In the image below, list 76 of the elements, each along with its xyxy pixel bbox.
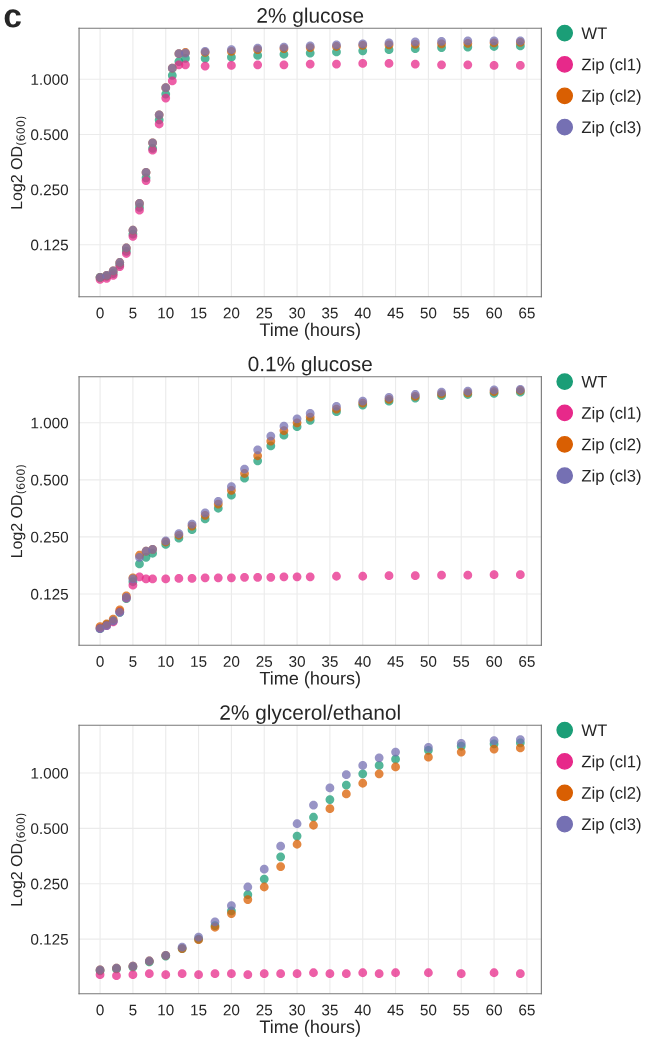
x-tick-label: 60 bbox=[486, 656, 502, 667]
x-tick-label: 35 bbox=[322, 656, 338, 667]
chart-title: 2% glucose bbox=[257, 7, 364, 27]
x-tick-label: 45 bbox=[387, 307, 404, 319]
y-axis-title: Log2 OD$_{(600)}$ bbox=[10, 116, 27, 209]
y-tick-label: 0.250 bbox=[31, 531, 69, 543]
legend-label: WT bbox=[581, 724, 607, 736]
x-tick-label: 0 bbox=[96, 1004, 104, 1016]
x-tick-label: 30 bbox=[289, 307, 305, 319]
legend-label: Zip (cl1) bbox=[581, 58, 641, 74]
x-tick-label: 15 bbox=[191, 1004, 207, 1016]
y-axis-title: Log2 OD$_{(600)}$ bbox=[10, 813, 27, 906]
x-tick-label: 40 bbox=[354, 307, 371, 319]
x-tick-label: 60 bbox=[486, 1004, 502, 1016]
x-tick-label: 10 bbox=[158, 656, 174, 667]
x-tick-label: 30 bbox=[289, 656, 305, 667]
legend-label: WT bbox=[581, 27, 607, 39]
text: c bbox=[4, 9, 21, 28]
chart-title: 0.1% glucose bbox=[248, 356, 372, 376]
x-tick-label: 50 bbox=[420, 656, 437, 667]
x-tick-label: 45 bbox=[387, 656, 404, 667]
x-tick-label: 55 bbox=[453, 307, 470, 319]
x-tick-label: 45 bbox=[387, 1004, 404, 1016]
x-tick-label: 55 bbox=[453, 656, 470, 667]
chart-title: 2% glycerol/ethanol bbox=[220, 704, 400, 724]
x-tick-label: 40 bbox=[354, 656, 371, 667]
x-tick-label: 35 bbox=[322, 1004, 338, 1016]
legend-label: Zip (cl1) bbox=[581, 755, 641, 771]
x-tick-label: 10 bbox=[158, 307, 174, 319]
x-tick-label: 20 bbox=[223, 307, 240, 319]
x-axis-title: Time (hours) bbox=[259, 1019, 360, 1037]
x-tick-label: 25 bbox=[256, 307, 273, 319]
x-tick-label: 60 bbox=[486, 307, 502, 319]
legend-label: WT bbox=[581, 375, 607, 388]
x-tick-label: 15 bbox=[191, 656, 207, 667]
x-tick-label: 65 bbox=[519, 307, 535, 319]
x-tick-label: 5 bbox=[129, 1004, 137, 1016]
x-tick-label: 5 bbox=[129, 307, 137, 319]
x-tick-label: 40 bbox=[354, 1004, 371, 1016]
legend-label: Zip (cl3) bbox=[581, 817, 641, 834]
x-axis-title: Time (hours) bbox=[259, 671, 360, 689]
y-tick-label: 0.125 bbox=[31, 588, 69, 600]
y-tick-label: 1.000 bbox=[31, 74, 69, 85]
y-tick-label: 1.000 bbox=[31, 767, 69, 779]
x-tick-label: 55 bbox=[453, 1004, 470, 1016]
x-tick-label: 0 bbox=[96, 307, 104, 319]
x-tick-label: 10 bbox=[158, 1004, 174, 1016]
x-tick-label: 35 bbox=[322, 307, 338, 319]
x-tick-label: 50 bbox=[420, 1004, 437, 1016]
legend-label: Zip (cl1) bbox=[581, 406, 641, 423]
x-tick-label: 25 bbox=[256, 1004, 273, 1016]
y-tick-label: 0.500 bbox=[31, 823, 69, 835]
legend-label: Zip (cl2) bbox=[581, 89, 641, 106]
y-tick-label: 0.250 bbox=[31, 878, 69, 890]
y-tick-label: 0.500 bbox=[31, 474, 69, 486]
x-tick-label: 5 bbox=[129, 656, 137, 667]
x-tick-label: 65 bbox=[519, 1004, 535, 1016]
y-axis-title: Log2 OD$_{(600)}$ bbox=[10, 465, 27, 558]
y-tick-label: 0.125 bbox=[31, 933, 69, 945]
legend-label: Zip (cl2) bbox=[581, 438, 641, 454]
legend-label: Zip (cl2) bbox=[581, 786, 641, 803]
x-tick-label: 20 bbox=[223, 656, 240, 667]
y-tick-label: 0.125 bbox=[31, 239, 69, 251]
x-tick-label: 25 bbox=[256, 656, 273, 667]
x-tick-label: 20 bbox=[223, 1004, 240, 1016]
y-tick-label: 0.250 bbox=[31, 184, 69, 196]
x-tick-label: 30 bbox=[289, 1004, 305, 1016]
x-tick-label: 0 bbox=[96, 656, 104, 667]
legend-label: Zip (cl3) bbox=[581, 120, 641, 137]
y-tick-label: 0.500 bbox=[31, 129, 69, 141]
x-tick-label: 50 bbox=[420, 307, 437, 319]
legend-label: Zip (cl3) bbox=[581, 469, 641, 485]
x-tick-label: 15 bbox=[191, 307, 207, 319]
y-tick-label: 1.000 bbox=[31, 417, 69, 429]
x-tick-label: 65 bbox=[519, 656, 535, 667]
x-axis-title: Time (hours) bbox=[259, 322, 360, 340]
